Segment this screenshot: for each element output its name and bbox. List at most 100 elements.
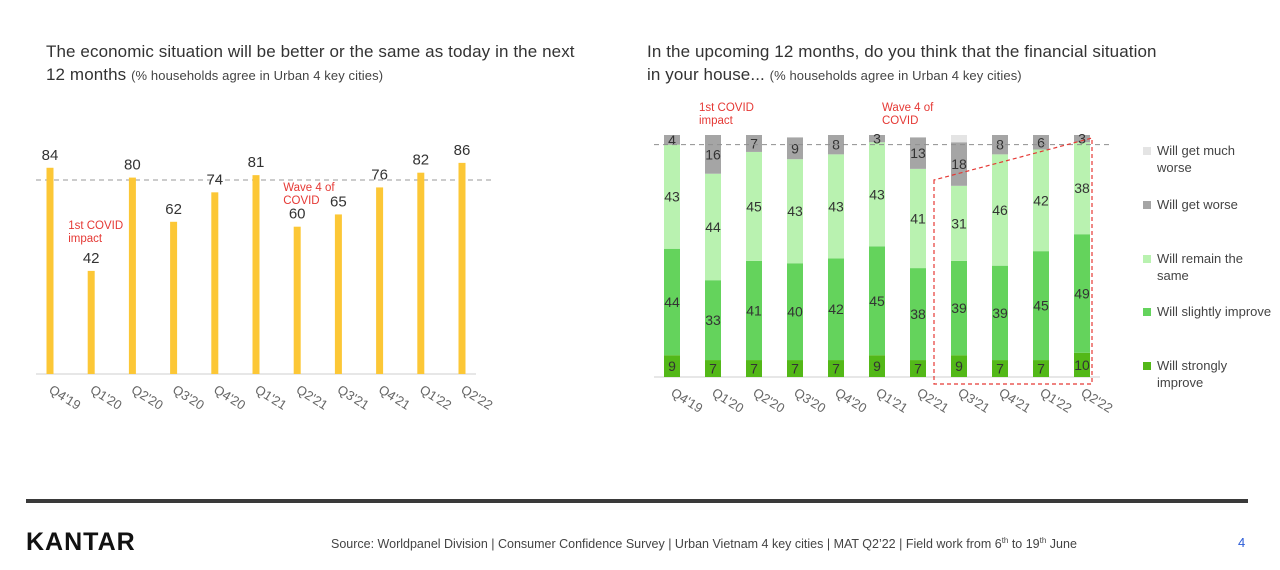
right-value-label: 9 — [873, 358, 881, 374]
right-value-label: 39 — [992, 305, 1008, 321]
left-title-sub: (% households agree in Urban 4 key citie… — [131, 68, 384, 83]
left-value-label: 74 — [206, 171, 223, 188]
right-tick-label: Q1'22 — [1037, 385, 1074, 416]
right-value-label: 16 — [705, 146, 721, 162]
right-value-label: 10 — [1074, 357, 1090, 373]
right-segment-will-strongly-improve — [992, 360, 1008, 377]
right-value-label: 7 — [791, 361, 799, 377]
right-segment-will-get-worse — [787, 137, 803, 160]
legend-item-will-strongly-improve: Will strongly improve — [1143, 357, 1273, 391]
left-bar-q3-20 — [170, 221, 178, 374]
right-segment-will-get-worse — [664, 135, 680, 145]
right-value-label: 43 — [787, 203, 803, 219]
left-bar-q3-21 — [334, 214, 342, 374]
right-value-label: 45 — [1033, 298, 1049, 314]
right-value-label: 44 — [705, 219, 721, 235]
right-value-label: 44 — [664, 294, 680, 310]
right-segment-will-remain-the-same — [705, 173, 721, 281]
right-value-label: 7 — [750, 361, 758, 377]
left-annotation-wave-4-of-covid: Wave 4 of COVID — [283, 182, 335, 207]
right-tick-label: Q4'21 — [996, 385, 1033, 416]
right-value-label: 18 — [951, 156, 967, 172]
right-segment-will-remain-the-same — [910, 168, 926, 269]
right-highlight-box — [933, 137, 1093, 385]
right-segment-will-get-worse — [1074, 135, 1090, 143]
right-value-label: 9 — [791, 140, 799, 156]
right-segment-will-strongly-improve — [787, 360, 803, 377]
left-value-label: 80 — [124, 157, 141, 174]
right-tick-label: Q2'22 — [1078, 385, 1115, 416]
right-value-label: 7 — [832, 361, 840, 377]
right-value-label: 7 — [1037, 361, 1045, 377]
legend-label: Will get worse — [1157, 197, 1238, 212]
left-chart-title: The economic situation will be better or… — [46, 40, 586, 87]
right-value-label: 42 — [1033, 192, 1049, 208]
right-segment-will-remain-the-same — [664, 144, 680, 249]
right-segment-will-slightly-improve — [869, 246, 885, 356]
right-tick-label: Q1'20 — [709, 385, 746, 416]
right-segment-will-strongly-improve — [910, 360, 926, 377]
right-segment-will-slightly-improve — [664, 248, 680, 356]
right-segment-will-strongly-improve — [828, 360, 844, 377]
right-value-label: 42 — [828, 301, 844, 317]
source-text-a: Source: Worldpanel Division | Consumer C… — [331, 537, 1002, 552]
source-sup-1: th — [1001, 536, 1009, 545]
right-value-label: 3 — [1078, 131, 1086, 147]
left-value-label: 84 — [42, 147, 59, 164]
right-segment-will-slightly-improve — [1074, 234, 1090, 353]
right-value-label: 4 — [668, 132, 676, 148]
right-segment-will-slightly-improve — [951, 260, 967, 356]
legend-swatch — [1143, 362, 1151, 370]
left-value-label: 60 — [289, 206, 306, 223]
legend-swatch — [1143, 255, 1151, 263]
legend-swatch — [1143, 201, 1151, 209]
left-value-label: 82 — [412, 152, 429, 169]
right-value-label: 43 — [869, 186, 885, 202]
right-value-label: 33 — [705, 312, 721, 328]
legend-item-will-get-much-worse: Will get much worse — [1143, 142, 1273, 176]
right-value-label: 43 — [664, 189, 680, 205]
right-tick-label: Q1'21 — [873, 385, 910, 416]
legend-item-will-get-worse: Will get worse — [1143, 196, 1273, 213]
left-bar-q1-22 — [417, 172, 425, 374]
right-segment-will-slightly-improve — [787, 263, 803, 361]
right-tick-label: Q2'21 — [914, 385, 951, 416]
left-bar-q4-21 — [376, 187, 384, 374]
source-text-c: June — [1046, 537, 1077, 552]
right-value-label: 9 — [668, 358, 676, 374]
right-segment-will-strongly-improve — [951, 355, 967, 377]
right-value-label: 43 — [828, 198, 844, 214]
right-value-label: 45 — [746, 198, 762, 214]
right-segment-will-get-worse — [746, 135, 762, 152]
left-bar-q2-20 — [128, 177, 136, 374]
legend-item-will-slightly-improve: Will slightly improve — [1143, 303, 1273, 320]
source-note: Source: Worldpanel Division | Consumer C… — [331, 536, 1077, 551]
right-segment-will-get-worse — [869, 135, 885, 143]
legend-swatch — [1143, 308, 1151, 316]
right-title-main: In the upcoming 12 months, do you think … — [647, 42, 1157, 84]
right-title-sub: (% households agree in Urban 4 key citie… — [769, 68, 1022, 83]
right-value-label: 38 — [1074, 180, 1090, 196]
right-annotation-wave-4-of-covid: Wave 4 of COVID — [882, 102, 934, 127]
right-value-label: 7 — [914, 361, 922, 377]
right-annotation-1st-covid-impact: 1st COVID impact — [699, 102, 754, 127]
source-text-b: to 19 — [1008, 537, 1040, 552]
legend-label: Will get much worse — [1157, 143, 1236, 175]
right-segment-will-get-much-worse — [951, 135, 967, 143]
right-value-label: 7 — [996, 361, 1004, 377]
left-bar-q4-19 — [46, 167, 54, 374]
right-value-label: 6 — [1037, 134, 1045, 150]
right-tick-label: Q2'20 — [750, 385, 787, 416]
right-segment-will-slightly-improve — [828, 258, 844, 361]
right-value-label: 9 — [955, 358, 963, 374]
right-segment-will-slightly-improve — [746, 260, 762, 361]
right-value-label: 38 — [910, 306, 926, 322]
legend-label: Will remain the same — [1157, 251, 1243, 283]
right-value-label: 7 — [750, 135, 758, 151]
left-value-label: 65 — [330, 193, 347, 210]
right-segment-will-remain-the-same — [746, 151, 762, 261]
left-value-label: 76 — [371, 166, 388, 183]
left-value-label: 81 — [248, 154, 265, 171]
left-value-label: 42 — [83, 250, 100, 267]
